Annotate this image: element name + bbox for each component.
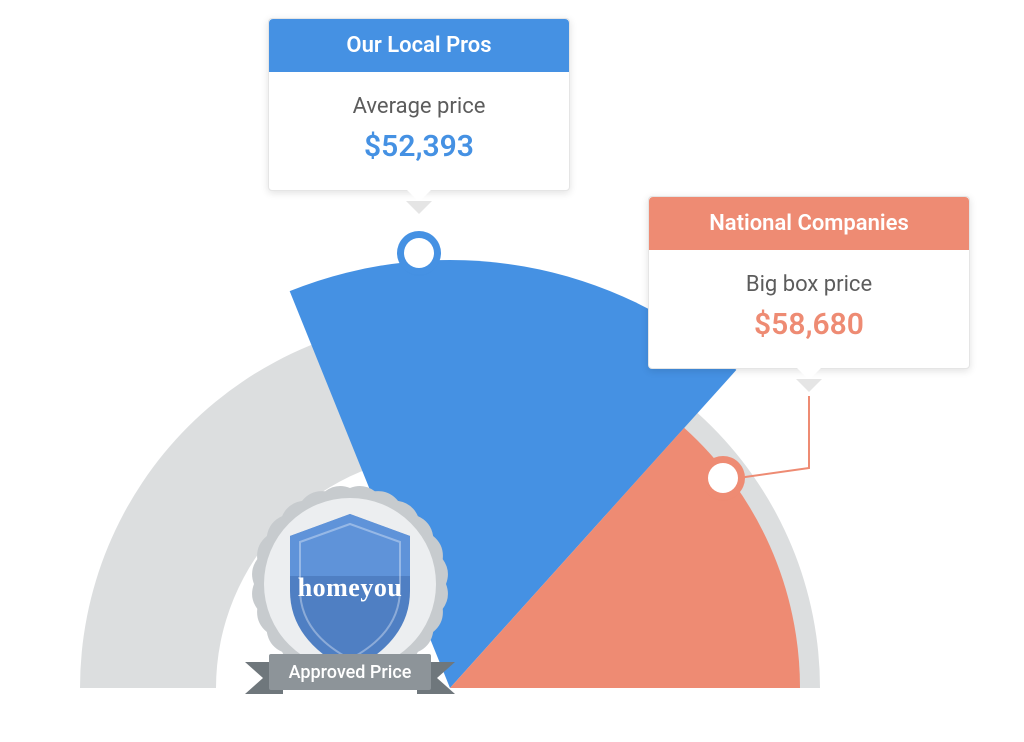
card-pointer-icon (797, 368, 821, 380)
national-companies-header: National Companies (649, 197, 969, 250)
national-companies-price: $58,680 (669, 307, 949, 342)
svg-text:Approved Price: Approved Price (289, 662, 412, 683)
approved-price-badge: homeyou Approved Price (225, 476, 475, 726)
national-companies-body: Big box price $58,680 (649, 250, 969, 368)
national-companies-sub: Big box price (669, 272, 949, 297)
card-pointer-icon (407, 190, 431, 202)
infographic-stage: Our Local Pros Average price $52,393 Nat… (0, 0, 1024, 738)
local-pros-header: Our Local Pros (269, 19, 569, 72)
local-pros-card: Our Local Pros Average price $52,393 (268, 18, 570, 191)
local-pros-price: $52,393 (289, 129, 549, 164)
local-pros-sub: Average price (289, 94, 549, 119)
local-pros-body: Average price $52,393 (269, 72, 569, 190)
national-anchor-dot-icon (708, 463, 738, 493)
svg-text:homeyou: homeyou (298, 573, 403, 602)
national-companies-card: National Companies Big box price $58,680 (648, 196, 970, 369)
local-anchor-dot-icon (404, 238, 434, 268)
